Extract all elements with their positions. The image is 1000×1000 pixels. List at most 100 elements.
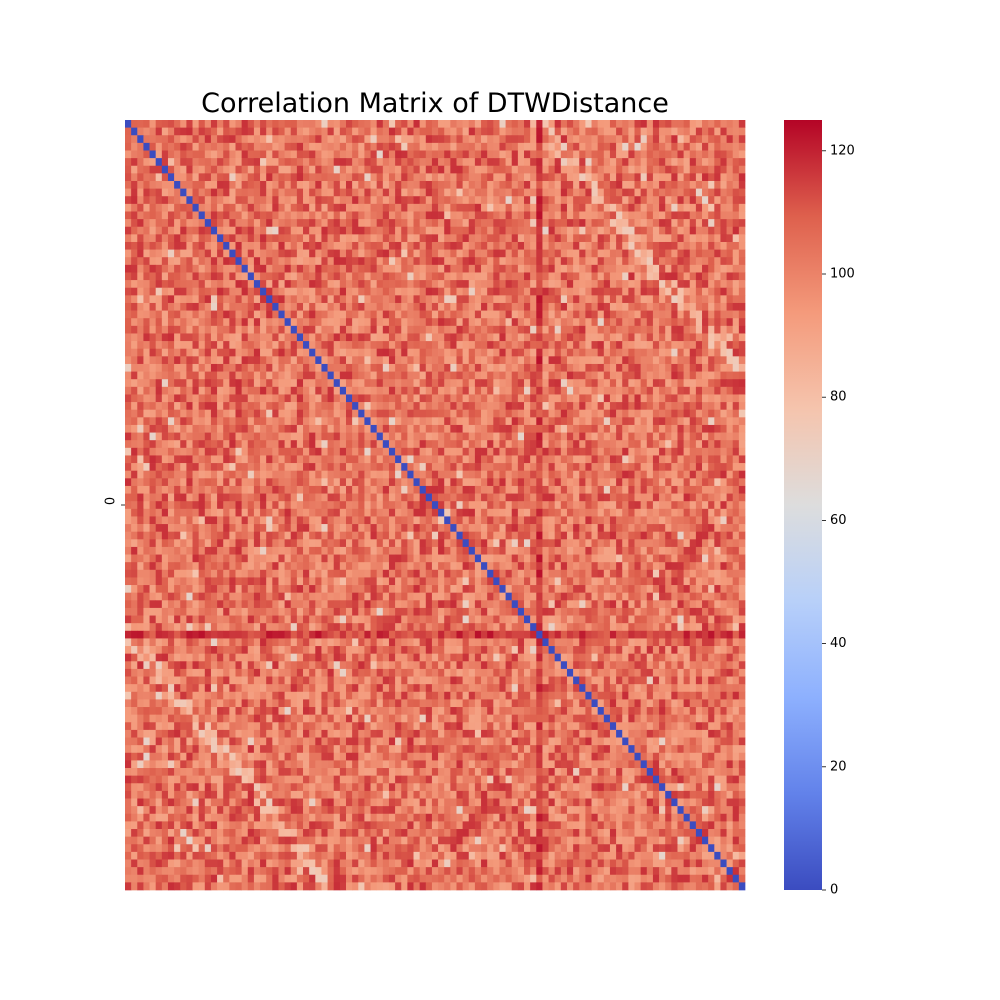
heatmap-cell xyxy=(345,280,353,289)
heatmap-cell xyxy=(223,135,230,144)
heatmap-cell xyxy=(407,394,414,403)
heatmap-cell xyxy=(284,485,292,494)
heatmap-cell xyxy=(671,226,678,235)
heatmap-cell xyxy=(174,379,181,388)
heatmap-cell xyxy=(573,325,580,334)
heatmap-cell xyxy=(174,371,181,380)
heatmap-cell xyxy=(309,302,316,311)
heatmap-cell xyxy=(266,424,273,433)
heatmap-cell xyxy=(131,264,138,273)
heatmap-cell xyxy=(143,234,150,243)
heatmap-cell xyxy=(536,173,543,182)
heatmap-cell xyxy=(530,142,537,151)
heatmap-cell xyxy=(566,485,574,494)
heatmap-cell xyxy=(155,226,163,235)
heatmap-cell xyxy=(499,249,506,258)
heatmap-cell xyxy=(542,280,549,289)
heatmap-cell xyxy=(622,226,629,235)
heatmap-cell xyxy=(284,363,292,372)
heatmap-cell xyxy=(640,341,648,350)
heatmap-cell xyxy=(646,188,654,197)
heatmap-cell xyxy=(395,470,402,479)
heatmap-cell xyxy=(401,226,408,235)
heatmap-cell xyxy=(665,203,672,212)
heatmap-cell xyxy=(579,356,586,365)
heatmap-cell xyxy=(438,135,445,144)
heatmap-cell xyxy=(462,386,470,395)
heatmap-cell xyxy=(229,402,236,411)
heatmap-cell xyxy=(524,241,531,250)
heatmap-cell xyxy=(284,394,292,403)
heatmap-cell xyxy=(345,463,353,472)
heatmap-cell xyxy=(481,470,488,479)
heatmap-cell xyxy=(370,257,378,266)
heatmap-cell xyxy=(708,341,715,350)
heatmap-cell xyxy=(352,417,359,426)
heatmap-cell xyxy=(720,371,727,380)
heatmap-cell xyxy=(186,394,193,403)
heatmap-cell xyxy=(609,333,617,342)
heatmap-cell xyxy=(659,188,666,197)
heatmap-cell xyxy=(566,463,574,472)
heatmap-cell xyxy=(665,394,672,403)
heatmap-cell xyxy=(303,440,310,449)
heatmap-cell xyxy=(493,356,500,365)
heatmap-cell xyxy=(192,150,200,159)
heatmap-cell xyxy=(738,196,746,205)
heatmap-cell xyxy=(241,417,249,426)
heatmap-cell xyxy=(149,394,157,403)
heatmap-cell xyxy=(720,310,727,319)
heatmap-cell xyxy=(708,379,715,388)
heatmap-cell xyxy=(652,150,660,159)
heatmap-cell xyxy=(210,455,218,464)
heatmap-cell xyxy=(431,356,439,365)
heatmap-cell xyxy=(315,120,322,128)
heatmap-cell xyxy=(333,150,341,159)
heatmap-cell xyxy=(339,219,347,228)
heatmap-cell xyxy=(327,158,335,167)
heatmap-cell xyxy=(180,150,187,159)
heatmap-cell xyxy=(474,356,482,365)
heatmap-cell xyxy=(266,371,273,380)
heatmap-cell xyxy=(677,485,684,494)
heatmap-cell xyxy=(149,409,157,418)
heatmap-cell xyxy=(272,310,279,319)
heatmap-cell xyxy=(548,257,556,266)
heatmap-cell xyxy=(217,188,224,197)
heatmap-cell xyxy=(726,447,734,456)
heatmap-cell xyxy=(303,417,310,426)
heatmap-cell xyxy=(468,394,476,403)
heatmap-cell xyxy=(370,158,378,167)
heatmap-cell xyxy=(303,493,310,502)
heatmap-cell xyxy=(272,447,279,456)
heatmap-cell xyxy=(198,470,206,479)
heatmap-cell xyxy=(217,196,224,205)
heatmap-cell xyxy=(530,485,537,494)
heatmap-cell xyxy=(143,150,150,159)
heatmap-cell xyxy=(628,379,635,388)
heatmap-cell xyxy=(364,333,371,342)
heatmap-cell xyxy=(517,424,525,433)
heatmap-cell xyxy=(217,249,224,258)
heatmap-cell xyxy=(364,463,371,472)
heatmap-cell xyxy=(591,463,599,472)
heatmap-cell xyxy=(560,485,568,494)
heatmap-cell xyxy=(438,402,445,411)
heatmap-cell xyxy=(732,417,740,426)
heatmap-cell xyxy=(431,241,439,250)
heatmap-cell xyxy=(333,440,341,449)
heatmap-cell xyxy=(720,203,727,212)
heatmap-cell xyxy=(702,264,709,273)
heatmap-cell xyxy=(149,295,157,304)
heatmap-cell xyxy=(671,234,678,243)
heatmap-cell xyxy=(487,341,494,350)
heatmap-cell xyxy=(407,310,414,319)
heatmap-cell xyxy=(210,470,218,479)
heatmap-cell xyxy=(401,325,408,334)
heatmap-cell xyxy=(622,371,629,380)
heatmap-cell xyxy=(732,424,740,433)
heatmap-cell xyxy=(284,249,292,258)
heatmap-cell xyxy=(149,196,157,205)
heatmap-cell xyxy=(210,142,218,151)
heatmap-cell xyxy=(131,120,138,128)
